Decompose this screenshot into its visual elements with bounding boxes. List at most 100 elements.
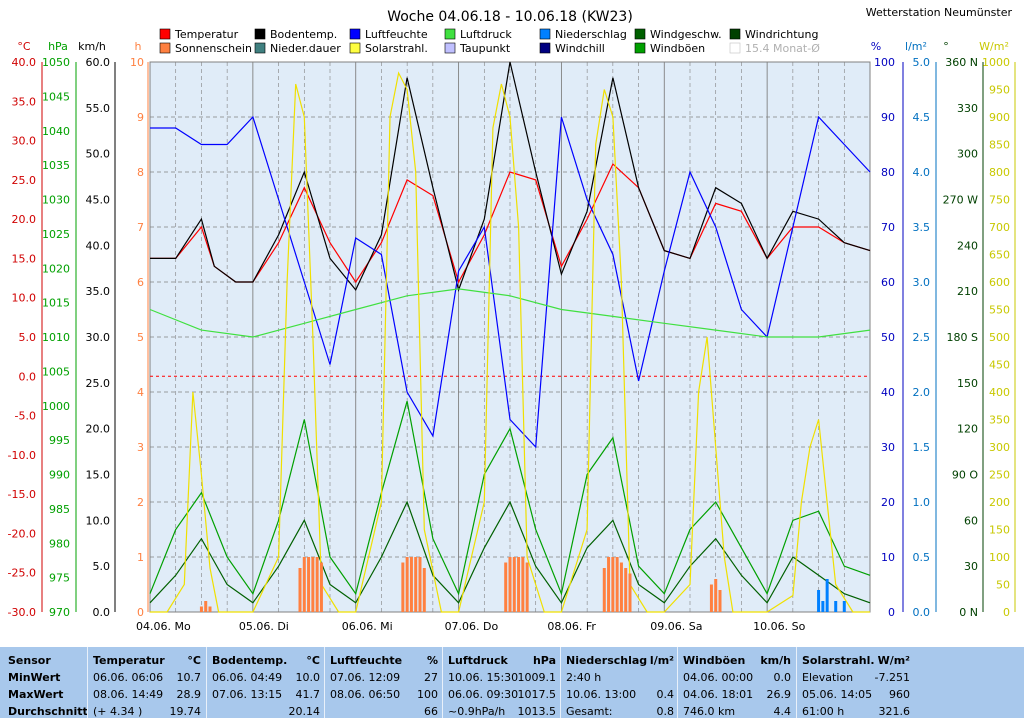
stats-value: 20.14	[288, 705, 321, 718]
hours-tick-label: 1	[137, 551, 144, 564]
stats-label: 06.06. 06:06	[93, 671, 164, 684]
pressure-tick-label: 1005	[42, 365, 70, 378]
humidity-tick-label: 10	[881, 551, 895, 564]
stats-label: 08.06. 14:49	[93, 688, 164, 701]
stats-column: Solarstrahl. W/m² Elevation -7.251 05.06. 14…	[802, 652, 910, 720]
wind-tick-label: 40.0	[86, 239, 111, 252]
legend-swatch	[159, 42, 171, 54]
sunshine-bar	[624, 568, 628, 612]
day-label: 07.06. Do	[445, 620, 499, 633]
direction-tick-label: 0 N	[959, 606, 978, 619]
rain-tick-label: 1.0	[913, 496, 931, 509]
stats-row: ~0.9hPa/h 1013.5	[448, 703, 556, 720]
legend-label: Niederschlag	[555, 28, 627, 41]
stats-column-title: Bodentemp.	[212, 654, 288, 667]
sunshine-bar	[602, 568, 606, 612]
solar-tick-label: 200	[989, 496, 1010, 509]
temp-tick-label: -15.0	[8, 488, 36, 501]
legend-swatch	[634, 42, 646, 54]
stats-column-title: Niederschlag	[566, 654, 648, 667]
legend-label: 15.4 Monat-Ø	[745, 42, 820, 55]
sunshine-bar	[709, 584, 713, 612]
pressure-tick-label: 990	[49, 469, 70, 482]
stats-column-unit: l/m²	[649, 654, 674, 667]
legend-label: Nieder.dauer	[270, 42, 341, 55]
legend-swatch	[349, 42, 361, 54]
legend-swatch	[634, 28, 646, 40]
stats-column: Temperatur °C 06.06. 06:06 10.7 08.06. 14:49…	[93, 652, 201, 720]
stats-avg-label: Durchschnitt	[8, 705, 88, 718]
legend-label: Luftfeuchte	[365, 28, 428, 41]
direction-tick-label: 90 O	[952, 469, 978, 482]
hours-unit-label: h	[135, 40, 142, 53]
direction-tick-label: 300	[957, 148, 978, 161]
direction-tick-label: 120	[957, 423, 978, 436]
temp-tick-label: 10.0	[12, 292, 37, 305]
stats-row: Luftdruck hPa	[448, 652, 556, 669]
rain-tick-label: 4.0	[913, 166, 931, 179]
sunshine-bar	[409, 557, 413, 612]
day-label: 05.06. Di	[239, 620, 289, 633]
wind-tick-label: 30.0	[86, 331, 111, 344]
rain-tick-label: 3.5	[913, 221, 931, 234]
temp-tick-label: -25.0	[8, 567, 36, 580]
stats-column-unit: km/h	[760, 654, 791, 667]
day-label: 06.06. Mi	[342, 620, 393, 633]
stats-separator	[442, 647, 443, 718]
stats-label: 06.06. 09:30	[448, 688, 519, 701]
sunshine-bar	[307, 557, 311, 612]
wind-tick-label: 15.0	[86, 469, 111, 482]
solar-tick-label: 250	[989, 469, 1010, 482]
hours-tick-label: 9	[137, 111, 144, 124]
luftdruck-line	[149, 288, 871, 338]
wind-tick-label: 0.0	[93, 606, 111, 619]
stats-label: 04.06. 00:00	[683, 671, 754, 684]
sunshine-bar	[508, 557, 512, 612]
day-label: 09.06. Sa	[650, 620, 702, 633]
legend-swatch	[444, 42, 456, 54]
temp-tick-label: 20.0	[12, 213, 37, 226]
solar-tick-label: 300	[989, 441, 1010, 454]
rain-tick-label: 2.0	[913, 386, 931, 399]
temp-tick-label: 25.0	[12, 174, 37, 187]
stats-row: 66	[330, 703, 438, 720]
legend-label: Windrichtung	[745, 28, 818, 41]
stats-value: 321.6	[878, 705, 911, 718]
hours-tick-label: 5	[137, 331, 144, 344]
sunshine-bar	[311, 557, 315, 612]
pressure-tick-label: 1025	[42, 228, 70, 241]
sunshine-bar	[619, 562, 623, 612]
chart-title: Woche 04.06.18 - 10.06.18 (KW23)	[387, 9, 633, 25]
stats-label: (+ 4.34 )	[93, 705, 143, 718]
wind-tick-label: 60.0	[86, 56, 111, 69]
stats-label-column: Sensor MinWert MaxWert Durchschnitt	[8, 652, 88, 720]
stats-row: 10.06. 13:00 0.4	[566, 686, 674, 703]
sunshine-bar	[611, 557, 615, 612]
wind-tick-label: 50.0	[86, 148, 111, 161]
stats-column-title: Temperatur	[93, 654, 165, 667]
day-label: 08.06. Fr	[547, 620, 596, 633]
pressure-unit-label: hPa	[48, 40, 68, 53]
solar-tick-label: 150	[989, 524, 1010, 537]
series-lines	[149, 61, 871, 613]
day-label: 04.06. Mo	[136, 620, 191, 633]
sunshine-bar	[199, 606, 203, 612]
stats-separator	[796, 647, 797, 718]
stats-label: 07.06. 13:15	[212, 688, 283, 701]
stats-column-unit: °C	[306, 654, 320, 667]
direction-tick-label: 270 W	[943, 194, 978, 207]
sunshine-bar	[418, 557, 422, 612]
rain-tick-label: 1.5	[913, 441, 931, 454]
pressure-tick-label: 975	[49, 572, 70, 585]
rain-bar	[817, 590, 821, 612]
sunshine-bar	[319, 562, 323, 612]
solar-tick-label: 850	[989, 139, 1010, 152]
wind-tick-label: 35.0	[86, 285, 111, 298]
stats-column-title: Luftdruck	[448, 654, 508, 667]
sunshine-bar	[401, 562, 405, 612]
solar-tick-label: 500	[989, 331, 1010, 344]
windgeschw-line	[149, 500, 871, 604]
wind-tick-label: 10.0	[86, 514, 111, 527]
stats-row: 746.0 km 4.4	[683, 703, 791, 720]
temp-tick-label: -20.0	[8, 527, 36, 540]
